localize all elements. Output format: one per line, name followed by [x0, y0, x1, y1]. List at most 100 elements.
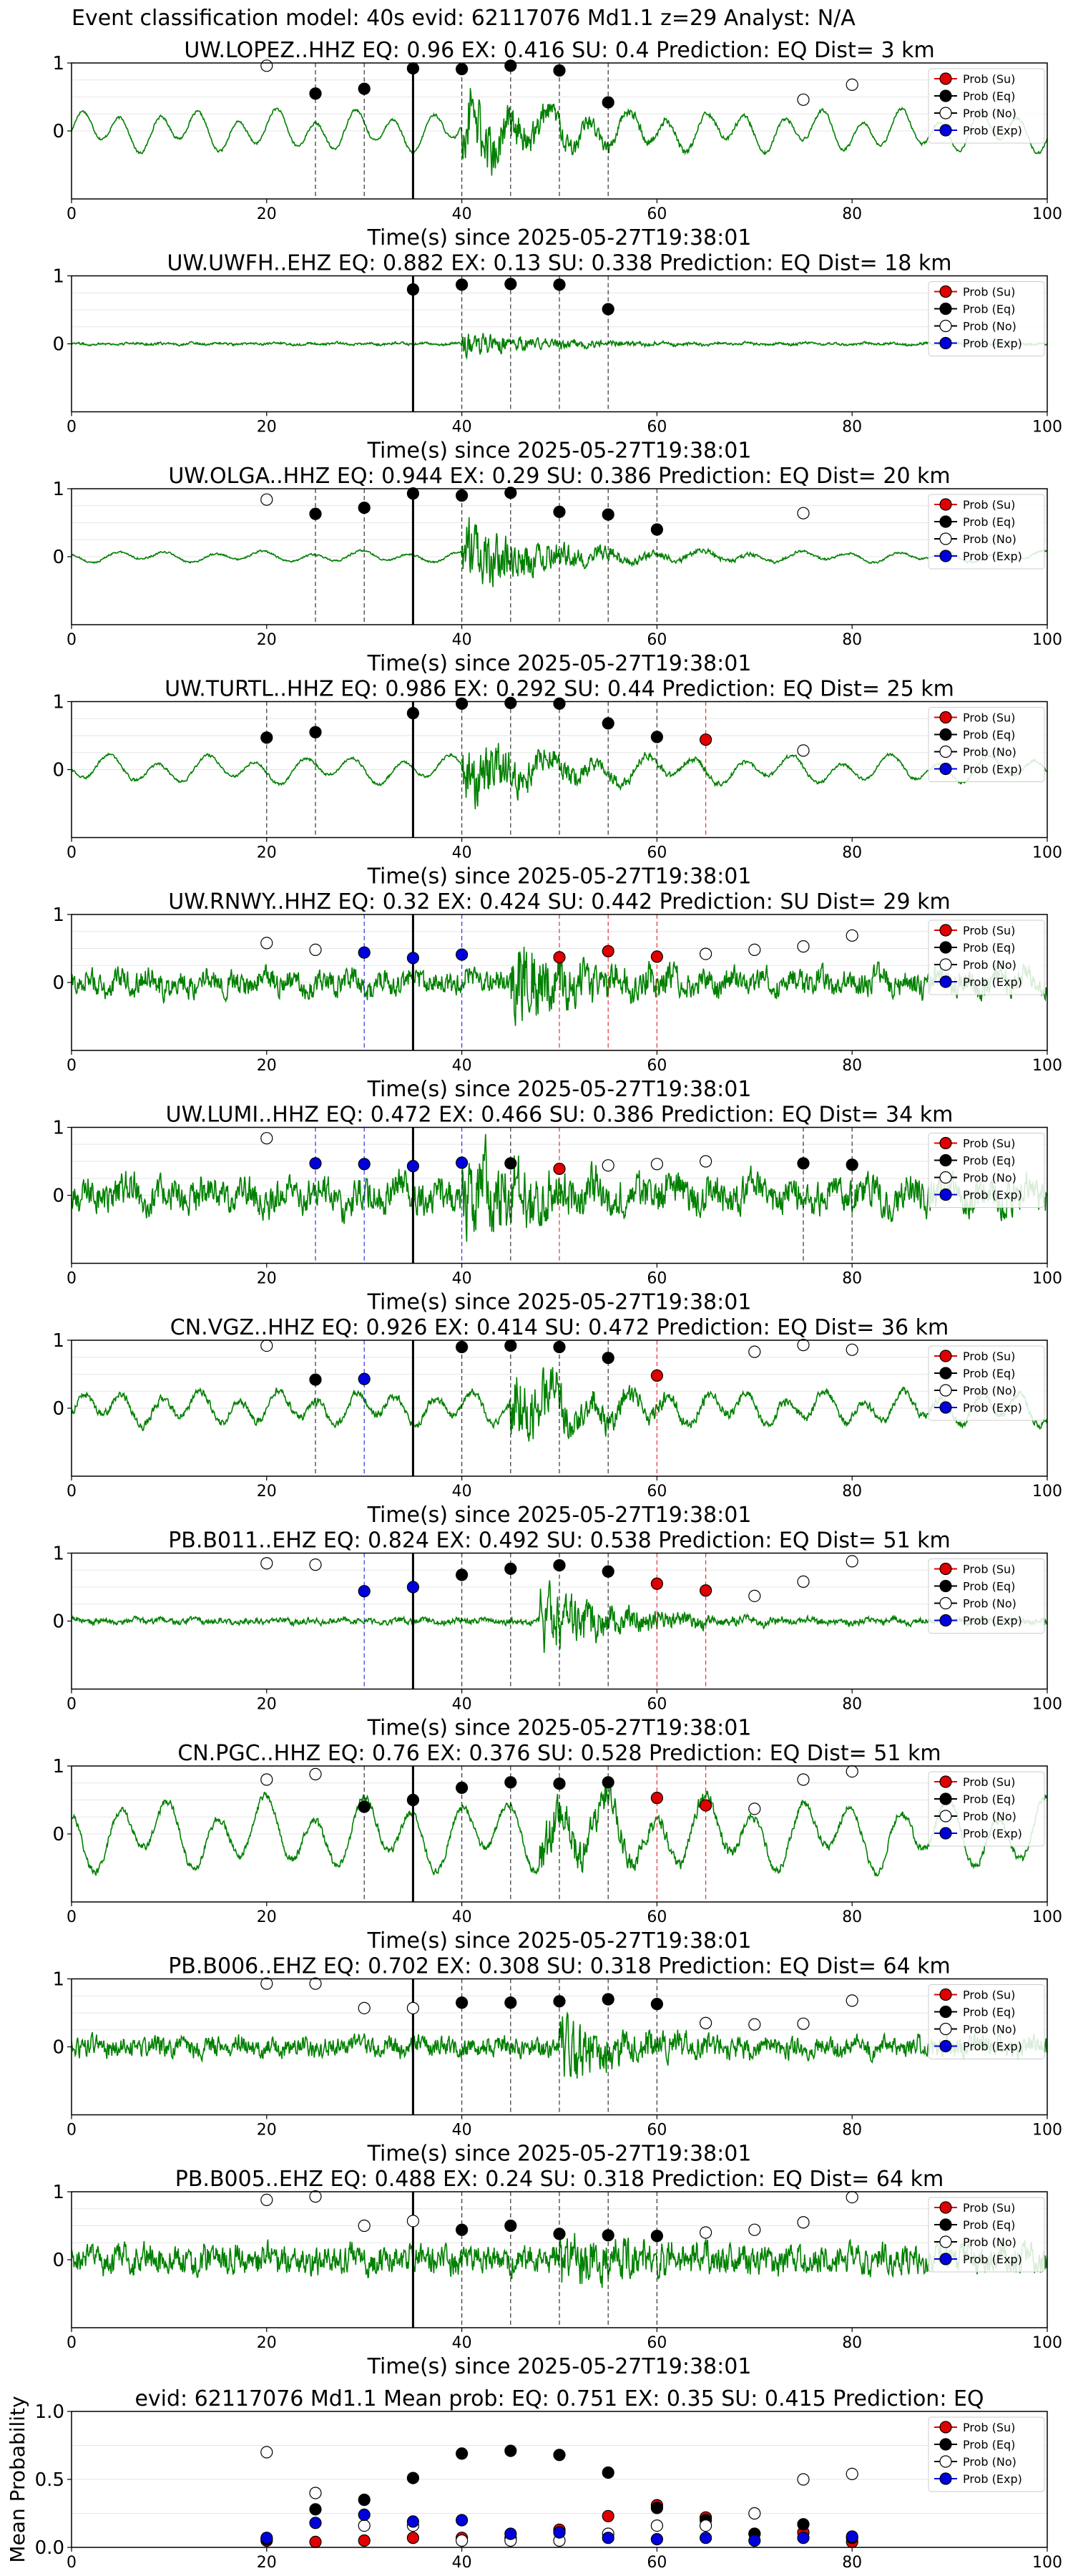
- x-tick-label: 100: [1032, 205, 1062, 223]
- legend-label-eq: Prob (Eq): [963, 89, 1015, 103]
- x-tick-label: 0: [67, 205, 77, 223]
- legend-label-no: Prob (No): [963, 532, 1016, 546]
- prob-point-eq: [504, 1157, 517, 1170]
- mean-point-no: [846, 2467, 858, 2480]
- prob-point-no: [309, 1977, 322, 1990]
- prob-point-no: [260, 493, 273, 506]
- panel-title: UW.OLGA..HHZ EQ: 0.944 EX: 0.29 SU: 0.38…: [168, 464, 950, 489]
- prob-point-no: [260, 2193, 273, 2206]
- x-tick-label: 80: [842, 419, 862, 436]
- prob-point-eq: [602, 303, 614, 316]
- x-tick-label: 60: [647, 419, 667, 436]
- legend-label-no: Prob (No): [963, 1384, 1016, 1397]
- y-tick-label: 0: [52, 334, 64, 356]
- prob-point-eq: [602, 1352, 614, 1365]
- prob-point-no: [699, 947, 712, 960]
- prob-point-no: [846, 2191, 858, 2204]
- chart-panel-2: UW.UWFH..EHZ EQ: 0.882 EX: 0.13 SU: 0.33…: [52, 251, 1062, 464]
- legend-label-exp: Prob (Exp): [963, 124, 1022, 137]
- legend-label-exp: Prob (Exp): [963, 1401, 1022, 1415]
- mean-point-eq: [553, 2449, 566, 2462]
- prob-point-eq: [650, 1998, 664, 2011]
- panel-title: evid: 62117076 Md1.1 Mean prob: EQ: 0.75…: [134, 2386, 984, 2411]
- x-tick-label: 60: [647, 844, 667, 862]
- mean-point-su: [358, 2534, 371, 2547]
- panel-title: CN.PGC..HHZ EQ: 0.76 EX: 0.376 SU: 0.528…: [177, 1741, 941, 1766]
- legend-label-eq: Prob (Eq): [963, 941, 1015, 955]
- legend-box: [928, 919, 1045, 995]
- legend-marker-exp: [939, 2253, 952, 2265]
- x-tick-label: 60: [647, 631, 667, 649]
- prob-point-eq: [455, 278, 469, 291]
- panel-title: PB.B005..EHZ EQ: 0.488 EX: 0.24 SU: 0.31…: [175, 2167, 944, 2192]
- legend-marker-no: [939, 1384, 952, 1397]
- legend-box: [928, 1771, 1045, 1847]
- mean-point-su: [602, 2509, 614, 2522]
- prob-point-eq: [650, 2230, 664, 2243]
- legend-marker-exp: [939, 2039, 952, 2053]
- legend-marker-no: [939, 107, 952, 119]
- legend-marker-exp: [939, 975, 952, 988]
- prob-point-eq: [553, 64, 566, 77]
- x-tick-label: 80: [842, 1483, 862, 1501]
- mean-point-exp: [504, 2527, 517, 2540]
- panel-title: PB.B011..EHZ EQ: 0.824 EX: 0.492 SU: 0.5…: [168, 1528, 951, 1553]
- y-tick-label: 0: [52, 972, 64, 994]
- legend-marker-exp: [939, 762, 952, 776]
- legend-marker-exp: [939, 336, 952, 350]
- panel-title: UW.TURTL..HHZ EQ: 0.986 EX: 0.292 SU: 0.…: [165, 677, 954, 702]
- legend-marker-no: [939, 532, 952, 545]
- mean-point-eq: [504, 2444, 517, 2457]
- x-tick-label: 80: [842, 631, 862, 649]
- x-axis-label: Time(s) since 2025-05-27T19:38:01: [367, 1503, 752, 1528]
- prob-point-eq: [358, 82, 371, 95]
- legend-marker-no: [939, 958, 952, 971]
- prob-point-no: [748, 1345, 761, 1358]
- x-tick-label: 100: [1032, 2334, 1062, 2352]
- legend-marker-su: [939, 711, 952, 724]
- x-tick-label: 0: [67, 419, 77, 436]
- prob-point-no: [602, 1159, 614, 1172]
- legend-marker-su: [939, 1988, 952, 2001]
- legend-marker-eq: [939, 1579, 952, 1593]
- x-tick-label: 40: [452, 419, 472, 436]
- x-axis-label: Time(s) since 2025-05-27T19:38:01: [367, 439, 752, 464]
- legend-marker-su: [939, 498, 952, 511]
- mean-point-no: [309, 2487, 322, 2499]
- legend-label-exp: Prob (Exp): [963, 1827, 1022, 1840]
- legend-label-eq: Prob (Eq): [963, 515, 1015, 529]
- prob-point-no: [260, 59, 273, 72]
- prob-point-no: [797, 744, 810, 757]
- x-tick-label: 20: [257, 1908, 277, 1926]
- x-tick-label: 20: [257, 2554, 277, 2572]
- legend-marker-eq: [939, 728, 952, 741]
- prob-point-no: [846, 78, 858, 92]
- x-axis-label: Time(s) since 2025-05-27T19:38:01: [367, 1290, 752, 1315]
- y-tick-label: 1: [52, 904, 64, 926]
- mean-point-exp: [309, 2517, 322, 2529]
- legend-marker-eq: [939, 302, 952, 316]
- prob-point-eq: [504, 696, 517, 710]
- prob-point-eq: [309, 87, 322, 100]
- prob-point-eq: [504, 487, 517, 499]
- mean-point-eq: [650, 2502, 664, 2514]
- y-tick-label: 0.5: [35, 2469, 64, 2491]
- x-tick-label: 0: [67, 2554, 77, 2572]
- legend-marker-su: [939, 1136, 952, 1150]
- mean-point-no: [797, 2473, 810, 2486]
- prob-point-eq: [455, 1781, 469, 1794]
- prob-point-no: [797, 507, 810, 519]
- legend-label-eq: Prob (Eq): [963, 303, 1015, 316]
- legend-marker-no: [939, 2022, 952, 2036]
- prob-point-eq: [455, 1340, 469, 1354]
- prob-point-exp: [455, 948, 469, 961]
- legend-label-exp: Prob (Exp): [963, 763, 1022, 776]
- legend-label-no: Prob (No): [963, 2023, 1016, 2036]
- legend-marker-eq: [939, 89, 952, 102]
- legend-label-eq: Prob (Eq): [963, 1792, 1015, 1806]
- legend-label-su: Prob (Su): [963, 2201, 1015, 2215]
- prob-point-eq: [602, 1565, 614, 1578]
- y-tick-label: 0: [52, 2250, 64, 2271]
- waveform: [72, 2228, 1047, 2288]
- prob-point-no: [748, 2223, 761, 2236]
